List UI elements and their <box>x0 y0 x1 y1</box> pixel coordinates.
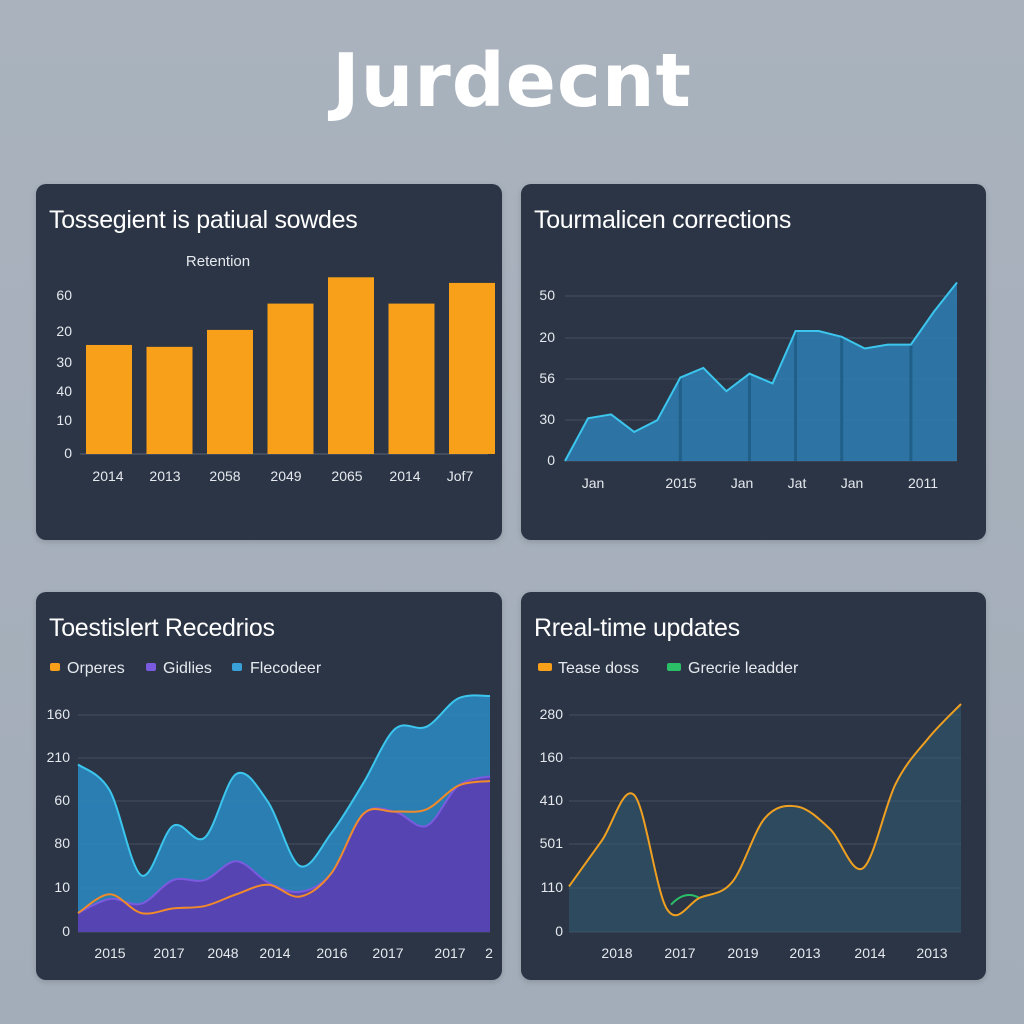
y-tick-label: 160 <box>47 706 71 722</box>
y-tick-label: 50 <box>539 287 555 303</box>
area-chart: Orperes Gidlies Flecodeer 160 210 60 80 … <box>47 660 493 961</box>
bar-2014 <box>388 303 435 454</box>
x-tick-label: 2 <box>485 945 493 961</box>
x-tick-label: 2015 <box>94 945 125 961</box>
bar-2049 <box>267 303 314 454</box>
x-tick-label: 2018 <box>601 945 632 961</box>
legend-swatch <box>667 663 681 671</box>
chart-title: Tossegient is patiual sowdes <box>49 206 358 234</box>
y-tick-label: 80 <box>54 835 70 851</box>
y-tick-label: 60 <box>54 792 70 808</box>
y-tick-label: 0 <box>64 445 72 461</box>
x-tick-label: 2065 <box>331 468 362 484</box>
legend-swatch <box>538 663 552 671</box>
series-line <box>564 281 958 462</box>
x-tick-label: 2014 <box>92 468 123 484</box>
bar-chart: Retention 60 20 30 40 10 0 2014 2013 205… <box>56 253 495 484</box>
chart-panel-retention: Tossegient is patiual sowdes Retention 6… <box>36 184 502 540</box>
legend-swatch <box>50 663 60 671</box>
legend-swatch <box>146 663 156 671</box>
y-tick-label: 501 <box>540 835 564 851</box>
area-chart: 50 20 56 30 0 Jan 2015 Jan Jat Jan 2011 <box>539 281 958 491</box>
chart-title: Tourmalicen corrections <box>534 206 792 234</box>
x-tick-label: 2011 <box>908 475 938 491</box>
x-tick-label: 2048 <box>207 945 238 961</box>
y-tick-label: 0 <box>555 923 563 939</box>
legend-swatch <box>232 663 242 671</box>
series-area-gidlies <box>78 776 490 932</box>
legend-label: Orperes <box>67 660 125 677</box>
y-tick-label: 60 <box>56 287 72 303</box>
x-tick-label: 2014 <box>259 945 290 961</box>
x-tick-label: 2013 <box>149 468 180 484</box>
x-tick-label: 2017 <box>434 945 465 961</box>
y-tick-label: 20 <box>539 329 555 345</box>
series-line-grecrie-leadder <box>670 894 700 906</box>
y-tick-label: 40 <box>56 383 72 399</box>
x-tick-label: 2015 <box>665 475 696 491</box>
bar-2014 <box>86 344 132 454</box>
series-line-tease-doss <box>568 703 962 917</box>
x-tick-label: Jof7 <box>447 468 474 484</box>
x-tick-label: 2014 <box>854 945 885 961</box>
legend-label: Gidlies <box>163 660 212 677</box>
x-tick-label: Jat <box>788 475 807 491</box>
area-chart: Tease doss Grecrie leadder 280 160 410 5… <box>538 660 962 961</box>
y-tick-label: 110 <box>541 879 564 895</box>
series-line-gidlies <box>77 775 491 915</box>
segment-dividers <box>678 331 913 461</box>
y-tick-label: 30 <box>56 354 72 370</box>
page-title: Jurdecnt <box>332 38 692 124</box>
x-tick-label: 2017 <box>153 945 184 961</box>
chart-panel-realtime: Rreal-time updates Tease doss Grecrie le… <box>521 592 986 980</box>
y-tick-label: 10 <box>54 879 70 895</box>
series-line-orperes <box>77 779 491 915</box>
series-area <box>565 282 957 461</box>
bar-2058 <box>207 329 253 454</box>
x-tick-label: Jan <box>582 475 605 491</box>
y-tick-label: 0 <box>62 923 70 939</box>
series-line-flecodeer <box>77 694 491 877</box>
chart-title: Rreal-time updates <box>534 614 740 642</box>
y-tick-label: 0 <box>547 452 555 468</box>
x-tick-label: 2017 <box>664 945 695 961</box>
y-tick-label: 10 <box>56 412 72 428</box>
bar-2065 <box>328 277 374 454</box>
chart-panel-recedrios: Toestislert Recedrios Orperes Gidlies Fl… <box>36 592 502 980</box>
bar-2013 <box>146 346 193 454</box>
x-tick-label: 2013 <box>789 945 820 961</box>
y-tick-label: 210 <box>47 749 71 765</box>
series-label: Retention <box>186 253 250 270</box>
x-tick-label: 2014 <box>389 468 420 484</box>
x-tick-label: Jan <box>731 475 754 491</box>
y-tick-label: 30 <box>539 411 555 427</box>
y-tick-label: 280 <box>540 706 564 722</box>
x-tick-label: 2013 <box>916 945 947 961</box>
chart-panel-corrections: Tourmalicen corrections 50 20 56 30 0 Ja… <box>521 184 986 540</box>
x-tick-label: 2058 <box>209 468 240 484</box>
x-tick-label: 2016 <box>316 945 347 961</box>
x-tick-label: 2017 <box>372 945 403 961</box>
y-tick-label: 410 <box>540 792 564 808</box>
y-tick-label: 56 <box>539 370 555 386</box>
x-tick-label: Jan <box>841 475 864 491</box>
y-tick-label: 160 <box>540 749 564 765</box>
x-tick-label: 2019 <box>727 945 758 961</box>
x-tick-label: 2049 <box>270 468 301 484</box>
legend-label: Grecrie leadder <box>688 660 799 677</box>
legend-label: Flecodeer <box>250 660 322 677</box>
legend-label: Tease doss <box>558 660 639 677</box>
bar-Jof7 <box>449 282 495 454</box>
y-tick-label: 20 <box>56 323 72 339</box>
chart-title: Toestislert Recedrios <box>49 614 275 642</box>
